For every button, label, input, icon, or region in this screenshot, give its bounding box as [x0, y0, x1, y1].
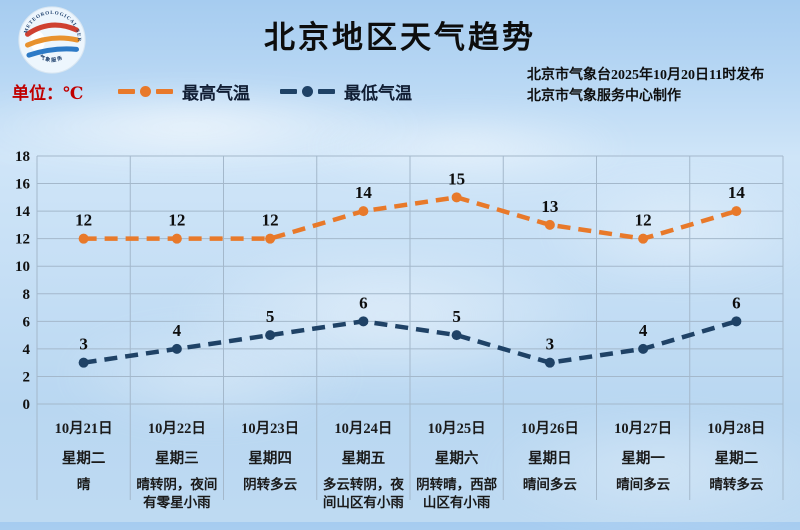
- y-tick-label: 4: [23, 342, 31, 358]
- legend-dot-icon: [140, 86, 151, 97]
- weekday-label: 星期日: [528, 451, 572, 467]
- x-label-column: 10月23日 星期四阴转多云: [224, 404, 317, 512]
- date-label: 10月28日: [707, 421, 766, 437]
- x-label-column: 10月25日 星期六阴转晴，西部山区有小雨: [410, 404, 503, 512]
- low-temp-value-label: 3: [546, 335, 555, 354]
- low-temp-point: [731, 316, 742, 327]
- high-temp-value-label: 13: [541, 197, 558, 216]
- date-label: 10月25日: [427, 421, 486, 437]
- y-tick-label: 18: [15, 149, 30, 165]
- weekday-label: 星期六: [434, 451, 479, 467]
- weather-label: 阴转多云: [243, 477, 298, 492]
- low-temp-value-label: 6: [732, 293, 741, 312]
- weekday-label: 星期二: [714, 451, 759, 467]
- date-label: 10月22日: [147, 421, 206, 437]
- low-temp-point: [544, 357, 555, 368]
- low-temp-value-label: 5: [452, 307, 461, 326]
- publisher-line-1: 北京市气象台2025年10月20日11时发布: [527, 68, 765, 83]
- publisher-line-2: 北京市气象服务中心制作: [527, 89, 681, 104]
- high-temp-point: [171, 233, 182, 244]
- x-label-column: 10月26日 星期日晴间多云: [503, 404, 596, 512]
- weekday-label: 星期三: [155, 451, 199, 467]
- low-temp-point: [265, 330, 276, 341]
- y-tick-label: 16: [15, 177, 31, 193]
- y-tick-label: 2: [23, 369, 31, 385]
- low-temp-point: [171, 343, 182, 354]
- logo-blue-swoosh: [26, 46, 79, 58]
- low-temp-value-label: 4: [639, 321, 648, 340]
- y-tick-label: 0: [23, 397, 31, 413]
- weather-label: 阴转晴，西部山区有小雨: [416, 477, 498, 510]
- weather-label: 晴间多云: [522, 477, 577, 492]
- page-title: 北京地区天气趋势: [264, 20, 536, 55]
- high-temp-point: [78, 233, 89, 244]
- weather-label: 晴转阴，夜间有零星小雨: [136, 477, 218, 510]
- date-label: 10月26日: [520, 421, 579, 437]
- high-temp-value-label: 12: [262, 211, 279, 230]
- date-label: 10月24日: [334, 421, 393, 437]
- weekday-label: 星期二: [61, 451, 106, 467]
- weather-label: 多云转阴，夜间山区有小雨: [322, 477, 404, 510]
- high-temp-point: [544, 219, 555, 230]
- low-temp-value-label: 4: [173, 321, 182, 340]
- chart-legend: 最高气温 最低气温: [118, 79, 412, 104]
- high-temp-value-label: 14: [355, 183, 373, 202]
- logo-orange-swoosh: [25, 35, 80, 48]
- unit-label: 单位：℃: [12, 84, 84, 103]
- high-temp-point: [638, 233, 649, 244]
- legend-label-low: 最低气温: [344, 84, 412, 103]
- high-temp-point: [451, 192, 462, 203]
- y-tick-label: 6: [23, 314, 31, 330]
- x-axis-labels: 10月21日 星期二晴 10月22日 星期三 晴转阴，夜间有零星小雨 10月23日 星期四阴…: [37, 404, 783, 512]
- low-temp-line: [83, 319, 738, 365]
- high-temp-point: [265, 233, 276, 244]
- high-temp-value-label: 12: [75, 211, 92, 230]
- meteorological-service-logo-icon: METEOROLOGICAL SERVICE 气象服务: [16, 4, 86, 74]
- date-label: 10月27日: [614, 421, 673, 437]
- date-label: 10月21日: [54, 421, 113, 437]
- high-temp-value-label: 12: [635, 211, 652, 230]
- x-label-column: 10月27日 星期一晴间多云: [597, 404, 690, 512]
- low-temp-point: [451, 330, 462, 341]
- x-label-column: 10月21日 星期二晴: [37, 404, 130, 512]
- weather-trend-chart: 0 2 4 6 8 10 12 14 16 18 12 12 12 14 15 13 12 14 3 4 5 6 5 3 4 6: [15, 149, 784, 500]
- weekday-label: 星期一: [621, 451, 665, 467]
- y-tick-label: 8: [23, 287, 31, 303]
- low-temp-point: [638, 343, 649, 354]
- y-tick-label: 14: [15, 204, 31, 220]
- publisher-info: 北京市气象台2025年10月20日11时发布 北京市气象服务中心制作: [527, 65, 764, 107]
- high-temp-point: [731, 206, 742, 217]
- date-label: 10月23日: [241, 421, 300, 437]
- x-label-column: 10月28日 星期二晴转多云: [690, 404, 783, 512]
- low-temp-point: [358, 316, 369, 327]
- legend-item-high-temp: 最高气温: [118, 79, 250, 104]
- y-tick-label: 10: [15, 259, 30, 275]
- low-temp-value-label: 3: [79, 335, 88, 354]
- legend-item-low-temp: 最低气温: [280, 79, 412, 104]
- legend-dash-icon: [318, 89, 335, 94]
- x-label-column: 10月22日 星期三晴转阴，夜间有零星小雨: [130, 404, 223, 512]
- weather-label: 晴转多云: [709, 477, 764, 492]
- weekday-label: 星期五: [341, 451, 386, 467]
- legend-dash-icon: [118, 89, 135, 94]
- low-temp-value-label: 6: [359, 293, 368, 312]
- legend-dot-icon: [302, 86, 313, 97]
- low-temp-point: [78, 357, 89, 368]
- weekday-label: 星期四: [248, 451, 292, 467]
- weather-label: 晴: [76, 477, 91, 492]
- weather-label: 晴间多云: [616, 477, 671, 492]
- legend-dash-icon: [156, 89, 173, 94]
- high-temp-value-label: 12: [168, 211, 185, 230]
- y-tick-label: 12: [15, 232, 30, 248]
- high-temp-value-label: 14: [728, 183, 746, 202]
- high-temp-line: [83, 195, 738, 241]
- low-temp-value-label: 5: [266, 307, 275, 326]
- high-temp-point: [358, 206, 369, 217]
- legend-dash-icon: [280, 89, 297, 94]
- x-label-column: 10月24日 星期五多云转阴，夜间山区有小雨: [317, 404, 410, 512]
- logo-red-swoosh: [25, 22, 79, 37]
- high-temp-value-label: 15: [448, 169, 465, 188]
- legend-label-high: 最高气温: [182, 84, 250, 103]
